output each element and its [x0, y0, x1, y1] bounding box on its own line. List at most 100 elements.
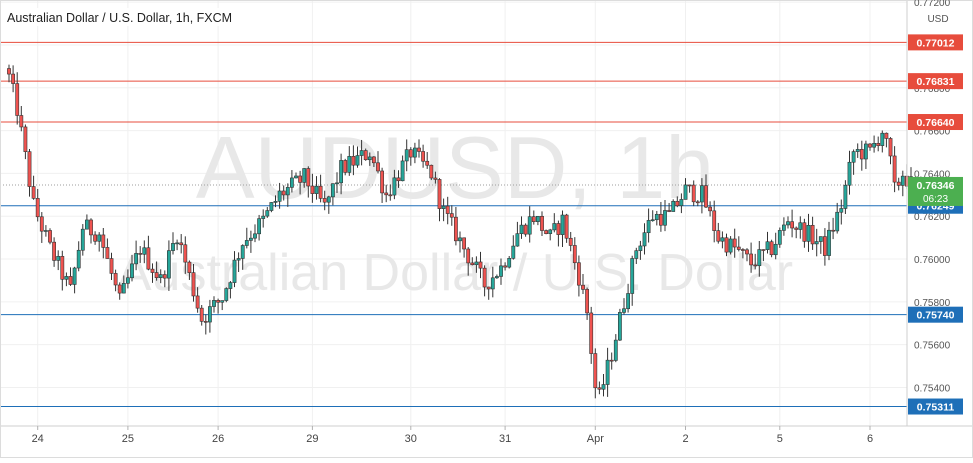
candle-body [384, 192, 389, 196]
candle-body [269, 202, 274, 211]
candle-body [85, 219, 89, 230]
candle-body [158, 274, 163, 278]
candle-body [253, 233, 257, 239]
time-tick-label: 2 [682, 433, 688, 445]
candle-body [474, 261, 479, 266]
candle-body [363, 150, 368, 161]
watermark-name: Australian Dollar / U.S. Dollar [117, 244, 793, 302]
current-price-badge [908, 176, 963, 206]
candle-body [507, 258, 512, 268]
candle-body [326, 196, 331, 203]
price-tick-label: 0.76800 [914, 84, 951, 95]
candle-body [15, 83, 20, 116]
candle-body [745, 249, 749, 255]
candle-body [843, 184, 848, 209]
candle-body [162, 274, 167, 279]
candle-body [203, 321, 208, 323]
price-tick-label: 0.76200 [914, 212, 951, 223]
candle-body [503, 265, 508, 268]
candle-body [146, 247, 151, 270]
time-tick-label: 25 [122, 433, 134, 445]
candle-body [597, 387, 602, 390]
candle-body [175, 242, 180, 245]
candle-body [298, 175, 303, 183]
candle-body [835, 211, 840, 232]
candle-body [724, 237, 729, 253]
time-tick-label: 6 [867, 433, 873, 445]
level-badge [908, 398, 963, 415]
time-tick-label: 29 [306, 433, 318, 445]
time-tick-label: 24 [32, 433, 44, 445]
candle-body [601, 384, 606, 390]
candle-body [585, 289, 590, 314]
candle-body [704, 185, 708, 208]
candle-body [376, 162, 380, 172]
candle-body [445, 205, 450, 214]
candle-body [134, 253, 139, 265]
candle-body [347, 156, 352, 173]
candle-body [285, 187, 290, 196]
candle-body [794, 227, 799, 230]
level-badge-label: 0.75740 [917, 310, 955, 322]
candle-body [646, 220, 651, 234]
candle-body [80, 228, 85, 251]
candle-body [712, 210, 717, 231]
candle-body [757, 249, 762, 267]
candle-body [556, 223, 561, 235]
candle-body [736, 246, 741, 250]
candle-body [228, 282, 233, 289]
candle-body [478, 261, 483, 269]
candle-body [568, 237, 573, 246]
candle-body [593, 353, 598, 389]
candle-body [281, 190, 286, 196]
candle-body [404, 149, 409, 162]
candle-body [388, 194, 393, 197]
candle-body [330, 183, 335, 198]
candle-body [449, 213, 454, 218]
candle-body [695, 201, 700, 204]
candle-body [232, 259, 237, 283]
candle-body [630, 258, 635, 294]
price-levels [0, 41, 907, 408]
candle-body [35, 198, 40, 218]
candle-body [798, 222, 803, 230]
candle-body [433, 177, 438, 180]
candle-body [781, 224, 786, 231]
candle-body [810, 225, 815, 245]
candle-body [687, 184, 692, 187]
candle-body [351, 156, 356, 166]
level-badge [908, 114, 963, 131]
level-badge [908, 73, 963, 90]
candle-body [154, 272, 159, 278]
candle-body [876, 143, 881, 146]
candle-body [183, 244, 188, 263]
level-badges: 0.770120.768310.766400.762490.757400.753… [908, 34, 963, 415]
candle-body [318, 185, 323, 199]
candle-body [76, 249, 81, 269]
candle-body [216, 300, 221, 303]
candle-body [355, 155, 360, 166]
candle-body [613, 339, 618, 361]
candle-body [535, 215, 540, 222]
candle-body [531, 216, 536, 222]
candle-body [244, 240, 249, 246]
candle-body [749, 253, 754, 266]
price-tick-label: 0.76000 [914, 255, 951, 266]
candle-body [773, 243, 778, 256]
candle-body [622, 308, 626, 313]
time-tick-label: Apr [587, 433, 604, 445]
time-tick-label: 5 [777, 433, 783, 445]
watermark: AUDUSD, 1h Australian Dollar / U.S. Doll… [117, 118, 793, 302]
candle-body [240, 245, 245, 259]
time-tick-label: 30 [405, 433, 417, 445]
price-tick-label: 0.75400 [914, 383, 951, 394]
candle-body [453, 216, 458, 242]
candle-body [220, 300, 225, 303]
candle-body [720, 237, 725, 242]
candle-body [581, 284, 585, 290]
candle-body [679, 199, 684, 207]
candle-body [60, 256, 65, 280]
candle-body [421, 151, 426, 162]
